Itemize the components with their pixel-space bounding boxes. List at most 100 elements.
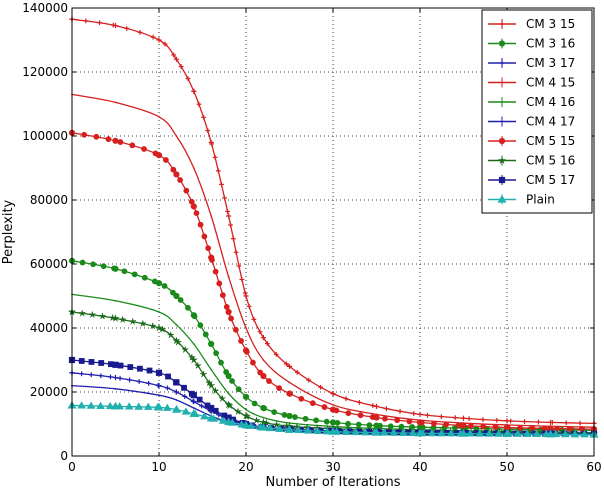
data-point-marker — [124, 402, 134, 410]
data-point-marker — [88, 359, 95, 365]
data-point-marker — [212, 154, 218, 160]
legend-label: Plain — [526, 193, 555, 207]
data-point-marker — [216, 280, 223, 287]
data-point-marker — [431, 420, 437, 427]
data-point-marker — [222, 195, 227, 201]
data-point-marker — [370, 403, 376, 408]
data-point-marker — [561, 429, 570, 438]
data-point-marker — [309, 400, 316, 407]
data-point-marker — [313, 417, 320, 424]
data-point-marker — [167, 331, 175, 339]
data-point-marker — [98, 373, 104, 379]
data-point — [112, 361, 119, 368]
data-point — [210, 215, 213, 217]
data-point-marker — [105, 401, 115, 410]
data-point-marker — [99, 312, 106, 320]
data-point — [206, 413, 216, 422]
data-point-marker — [81, 131, 88, 138]
x-tick-label: 10 — [151, 460, 166, 474]
data-point — [175, 323, 178, 326]
data-point-marker — [212, 387, 219, 394]
data-point-marker — [77, 401, 86, 409]
data-point-marker — [351, 427, 360, 436]
data-point-marker — [438, 414, 444, 420]
data-point — [173, 379, 180, 386]
data-point-marker — [360, 428, 370, 436]
data-point — [329, 406, 337, 413]
x-tick-label: 20 — [238, 460, 253, 474]
data-point-marker — [196, 101, 202, 107]
data-point — [175, 135, 178, 137]
data-point-marker — [499, 60, 505, 66]
data-point-marker — [492, 424, 499, 431]
legend-entry: CM 5 17 — [488, 173, 575, 187]
data-point — [504, 418, 510, 424]
data-point-marker — [343, 396, 349, 402]
data-point-marker — [409, 424, 416, 430]
data-point — [260, 335, 266, 341]
data-point-marker — [580, 430, 589, 438]
data-point-marker — [273, 351, 279, 357]
data-point-marker — [127, 364, 134, 370]
data-point — [112, 265, 119, 272]
data-point — [112, 137, 119, 144]
data-point-marker — [253, 417, 260, 424]
data-point — [502, 429, 512, 438]
data-point-marker — [355, 421, 362, 428]
data-point-marker — [117, 375, 123, 381]
data-point — [262, 416, 265, 419]
y-axis-label: Perplexity — [1, 199, 16, 264]
data-point-marker — [181, 407, 191, 415]
data-point-marker — [498, 137, 506, 145]
data-point — [210, 368, 213, 371]
data-point-marker — [480, 423, 487, 430]
data-point-marker — [169, 289, 176, 296]
data-point-marker — [141, 274, 148, 281]
data-point — [415, 428, 425, 437]
data-point-marker — [216, 412, 222, 418]
y-tick-label: 20000 — [30, 385, 68, 399]
y-tick-label: 60000 — [30, 257, 68, 271]
axis-ticks: 0 10 20 30 40 50 60 0 20000 40000 60000 80000 100000… — [22, 1, 601, 474]
data-point-marker — [318, 384, 324, 390]
legend-entry: CM 3 17 — [488, 56, 575, 70]
data-point-marker — [212, 268, 219, 275]
data-point-marker — [137, 365, 143, 372]
data-point — [328, 427, 338, 435]
data-point — [285, 425, 294, 433]
data-point-marker — [452, 415, 458, 421]
data-point — [173, 292, 180, 300]
data-point-marker — [200, 412, 209, 420]
data-point-marker — [389, 428, 399, 436]
data-point-marker — [79, 371, 85, 377]
y-tick-label: 120000 — [22, 65, 68, 79]
x-tick-label: 0 — [68, 460, 76, 474]
data-point-marker — [566, 425, 573, 432]
data-point — [260, 404, 267, 412]
data-point-marker — [357, 412, 364, 419]
data-point-marker — [218, 416, 228, 424]
data-point-marker — [425, 412, 430, 418]
legend-entry: Plain — [488, 193, 555, 207]
data-point-marker — [194, 362, 202, 369]
data-point — [206, 381, 216, 390]
data-point-marker — [446, 429, 456, 437]
legend-entry: CM 4 15 — [488, 76, 575, 90]
data-point-marker — [250, 359, 256, 366]
data-point-marker — [341, 427, 351, 435]
data-point-marker — [554, 425, 560, 432]
data-point — [114, 101, 117, 104]
data-point — [155, 280, 163, 287]
data-point-marker — [178, 64, 184, 69]
data-point — [172, 336, 181, 345]
data-point-marker — [181, 346, 189, 353]
data-point-marker — [394, 417, 401, 424]
data-point — [190, 392, 197, 399]
data-point-marker — [234, 408, 242, 415]
data-point-marker — [108, 374, 113, 380]
data-point-marker — [205, 128, 211, 133]
data-point — [286, 390, 293, 397]
data-point-marker — [238, 338, 244, 344]
grid-lines — [72, 8, 594, 456]
data-point-marker — [366, 422, 373, 429]
